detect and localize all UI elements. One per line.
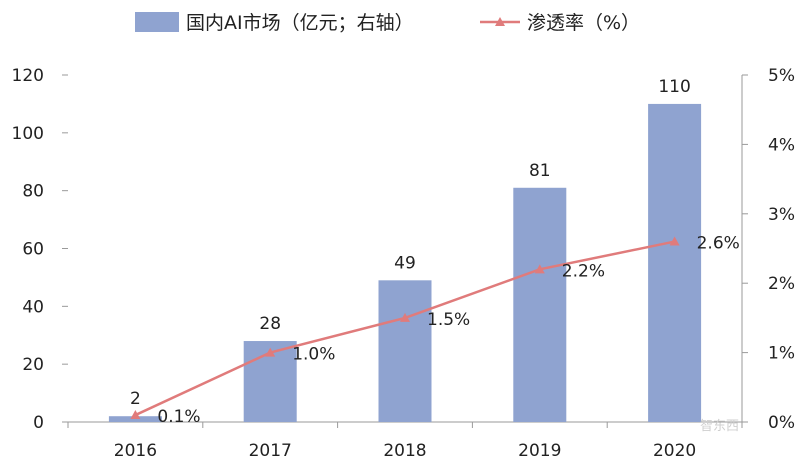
right-tick-label: 1%: [768, 344, 795, 364]
line-value-label: 0.1%: [157, 407, 200, 427]
right-tick-label: 4%: [768, 135, 795, 155]
bar-value-label: 2: [130, 389, 141, 409]
left-tick-label: 0: [33, 413, 44, 433]
bar-value-label: 110: [658, 77, 690, 97]
left-tick-label: 40: [22, 297, 44, 317]
left-tick-label: 100: [12, 124, 44, 144]
line-marker: [534, 264, 545, 274]
x-tick-label: 2018: [383, 441, 426, 461]
line-value-label: 2.2%: [562, 261, 605, 281]
left-tick-label: 80: [22, 182, 44, 202]
bar-value-label: 81: [529, 161, 551, 181]
chart-marks: 0 20 40 60 80 100 120 0% 1% 2% 3% 4% 5% 2 2016 28 2017 49…: [12, 66, 795, 461]
right-tick-label: 3%: [768, 205, 795, 225]
legend-line-label: 渗透率（%）: [527, 12, 640, 34]
legend-line-marker: [495, 17, 505, 26]
line-value-label: 1.5%: [427, 310, 470, 330]
left-tick-label: 60: [22, 240, 44, 260]
bar: [378, 280, 432, 422]
bar: [513, 187, 567, 422]
x-tick-label: 2017: [249, 441, 292, 461]
line-marker: [400, 312, 410, 322]
line-marker: [130, 410, 141, 420]
legend: 国内AI市场（亿元；右轴） 渗透率（%）: [135, 12, 640, 34]
left-tick-label: 120: [12, 66, 44, 86]
right-tick-label: 0%: [768, 413, 795, 433]
x-tick-label: 2020: [653, 441, 696, 461]
watermark: 智东西: [700, 419, 739, 434]
x-tick-label: 2019: [518, 441, 561, 461]
bar: [108, 416, 162, 422]
legend-bar-label: 国内AI市场（亿元；右轴）: [186, 12, 414, 34]
line-value-label: 2.6%: [697, 234, 740, 254]
legend-bar-swatch: [135, 12, 179, 32]
right-tick-label: 2%: [768, 274, 795, 294]
right-tick-label: 5%: [768, 66, 795, 86]
line-marker: [669, 236, 680, 246]
line-value-label: 1.0%: [292, 345, 335, 365]
bar: [648, 103, 702, 423]
line-marker: [265, 347, 276, 357]
left-tick-label: 20: [22, 355, 44, 375]
bar-value-label: 28: [259, 314, 281, 334]
bar-value-label: 49: [394, 253, 416, 273]
x-tick-label: 2016: [114, 441, 157, 461]
